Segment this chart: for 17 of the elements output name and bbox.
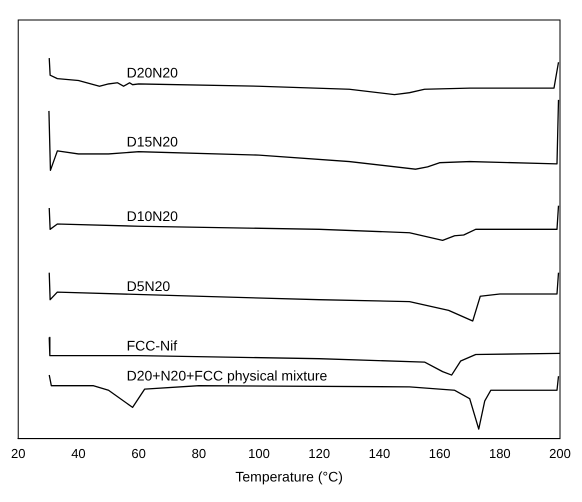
x-axis-title: Temperature (°C) [235,468,343,484]
x-tick-label: 80 [192,446,206,461]
x-tick-label: 100 [248,446,270,461]
x-tick-label: 160 [428,446,450,461]
x-tick-label: 60 [131,446,146,461]
series-label: FCC-Nif [126,338,178,354]
x-tick-label: 40 [71,446,86,461]
series-label: D15N20 [126,134,178,150]
x-tick-label: 200 [549,446,571,461]
series-label: D20N20 [126,64,178,81]
x-tick-label: 180 [488,446,511,461]
x-tick-label: 20 [10,446,26,461]
series-label: D10N20 [126,208,178,224]
series-label: D20+N20+FCC physical mixture [126,368,328,384]
x-tick-label: 120 [308,446,330,461]
x-tick-label: 140 [368,446,390,461]
series-label: D5N20 [126,278,170,294]
